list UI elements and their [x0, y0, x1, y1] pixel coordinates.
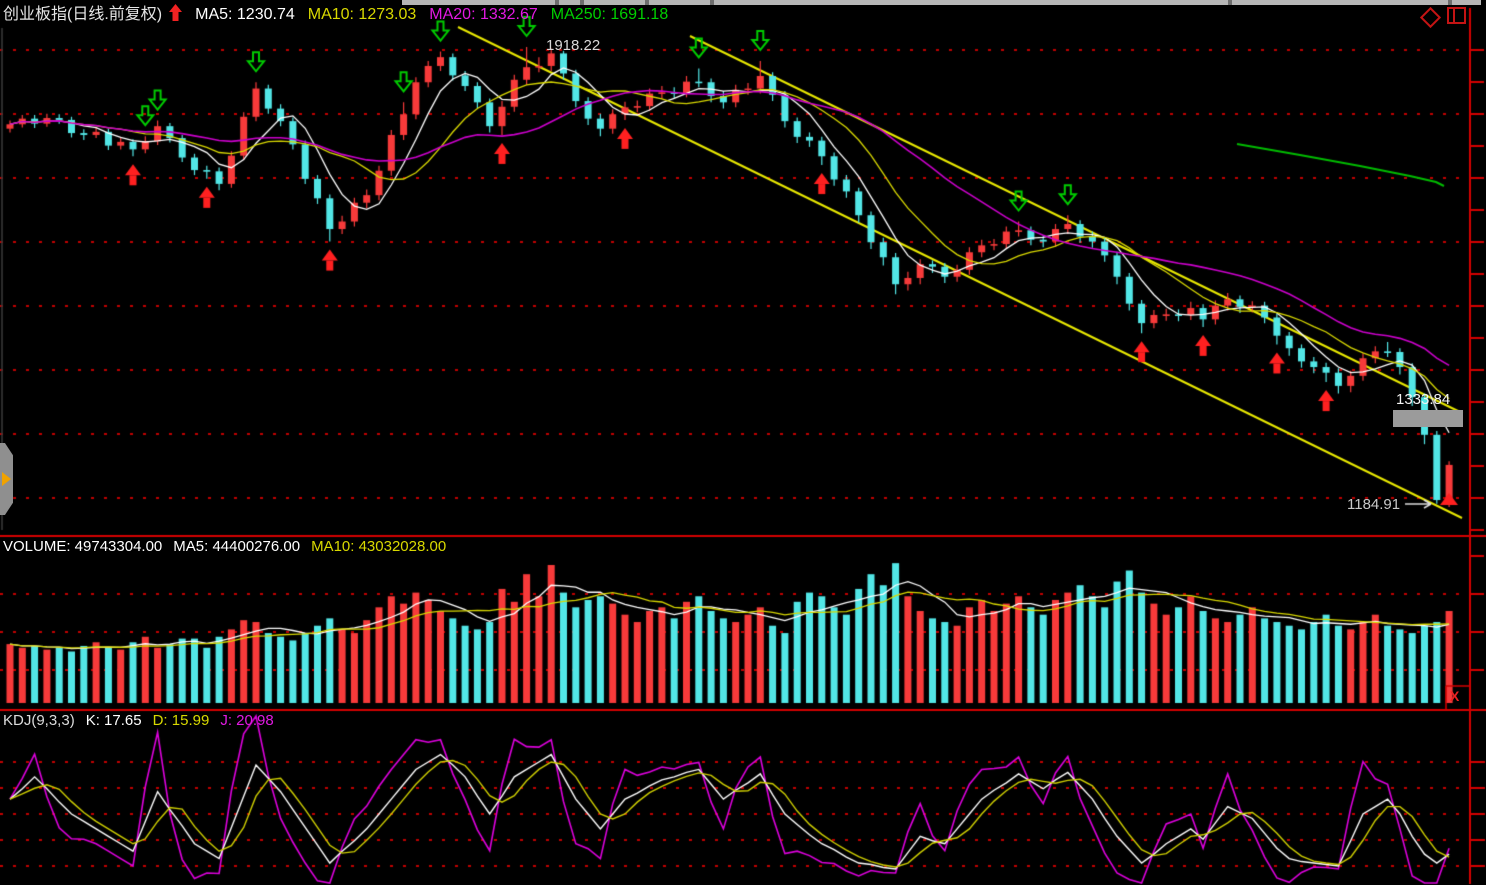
window-split-divider — [1453, 9, 1455, 22]
toolbar-separator — [710, 0, 714, 5]
toolbar-separator — [580, 0, 584, 5]
trend-up-arrow-icon — [169, 4, 183, 27]
ma10-label: MA10: 1273.03 — [307, 6, 417, 23]
sidebar-expand-handle[interactable] — [0, 443, 13, 515]
ma5-label: MA5: 1230.74 — [195, 6, 295, 23]
chart-header: 创业板指(日线.前复权) MA5: 1230.74 MA10: 1273.03 MA2… — [3, 4, 681, 27]
kdj-k-label: K: 17.65 — [85, 712, 142, 729]
ma250-label: MA250: 1691.18 — [550, 6, 669, 23]
toolbar-separator — [1228, 0, 1232, 5]
trendline-price-label: 1333.84 — [1396, 391, 1451, 408]
toolbar-separator — [555, 0, 559, 5]
chevron-right-icon — [2, 472, 11, 486]
volume-ma5-label: MA5: 44400276.00 — [173, 538, 301, 555]
volume-pane-header: VOLUME: 49743304.00 MA5: 44400276.00 MA10:… — [3, 538, 457, 555]
price-tag-box — [1393, 410, 1463, 427]
window-top-strip — [402, 0, 1481, 5]
symbol-title: 创业板指(日线.前复权) — [3, 6, 163, 23]
pane-close-button[interactable]: X — [1450, 688, 1460, 704]
volume-value-label: VOLUME: 49743304.00 — [3, 538, 163, 555]
volume-ma10-label: MA10: 43032028.00 — [311, 538, 447, 555]
kdj-pane-header: KDJ(9,3,3) K: 17.65 D: 15.99 J: 20.98 — [3, 712, 285, 729]
low-price-label: 1184.91 — [1347, 496, 1401, 513]
high-price-label: 1918.22 — [546, 37, 601, 54]
toolbar-separator — [645, 0, 649, 5]
kdj-title-label: KDJ(9,3,3) — [3, 712, 75, 729]
ma20-label: MA20: 1332.67 — [429, 6, 538, 23]
kdj-j-label: J: 20.98 — [220, 712, 274, 729]
kdj-d-label: D: 15.99 — [152, 712, 210, 729]
toolbar-separator — [1448, 0, 1452, 5]
window-split-icon[interactable] — [1447, 7, 1466, 24]
